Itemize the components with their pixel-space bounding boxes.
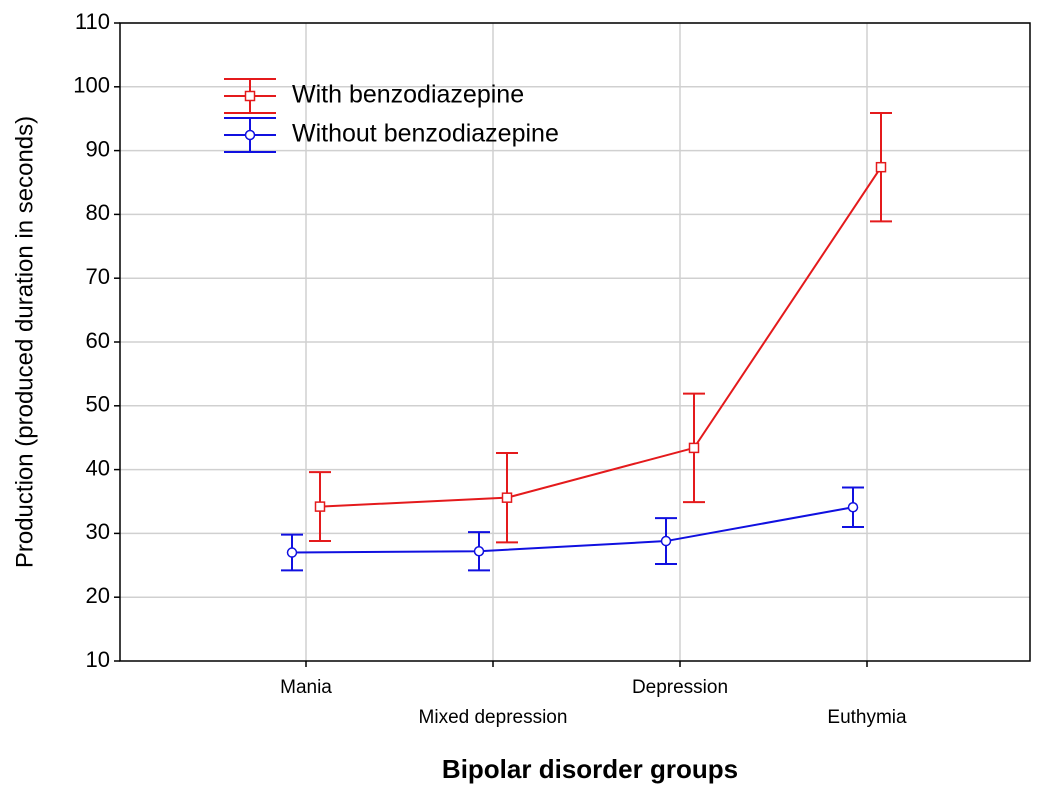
y-tick-label: 90 <box>86 136 110 161</box>
x-axis-label: Bipolar disorder groups <box>442 754 738 784</box>
marker <box>875 161 887 173</box>
y-tick-label: 110 <box>75 9 110 34</box>
y-tick-label: 70 <box>86 264 110 289</box>
y-axis-label: Production (produced duration in seconds… <box>11 116 38 568</box>
marker <box>660 535 672 547</box>
y-tick-label: 10 <box>86 647 110 672</box>
y-tick-label: 50 <box>86 392 110 417</box>
marker <box>244 90 256 102</box>
y-tick-label: 80 <box>86 200 110 225</box>
series-line <box>319 166 882 508</box>
x-tick-label: Mania <box>280 677 332 698</box>
legend-label: With benzodiazepine <box>292 81 524 109</box>
y-tick-label: 40 <box>86 455 110 480</box>
marker <box>286 547 298 558</box>
series-line <box>291 506 854 554</box>
marker <box>244 129 256 141</box>
x-tick-label: Mixed depression <box>419 707 568 728</box>
marker <box>314 501 326 512</box>
legend-label: Without benzodiazepine <box>292 120 559 148</box>
y-tick-label: 30 <box>86 519 110 544</box>
marker <box>473 546 485 557</box>
y-tick-label: 60 <box>86 328 110 353</box>
y-tick-label: 20 <box>86 583 110 608</box>
marker <box>501 492 513 503</box>
marker <box>847 501 859 513</box>
x-tick-label: Euthymia <box>827 707 907 728</box>
y-tick-label: 100 <box>73 73 110 98</box>
plot-frame <box>119 22 1031 662</box>
marker <box>688 442 700 454</box>
x-tick-label: Depression <box>632 677 728 698</box>
